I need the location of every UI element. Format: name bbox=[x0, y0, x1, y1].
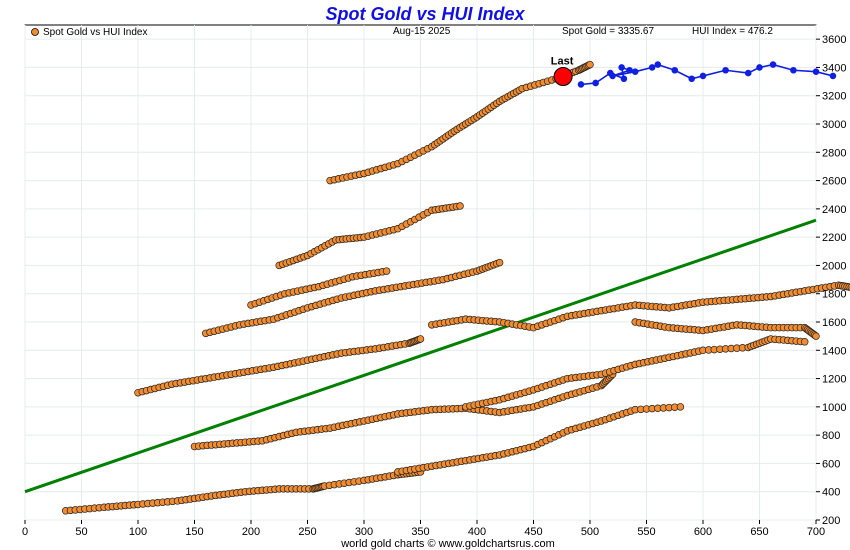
x-tick-label: 550 bbox=[637, 526, 655, 538]
spot-gold-readout: Spot Gold = 3335.67 bbox=[562, 26, 654, 37]
y-tick-label: 600 bbox=[822, 458, 840, 470]
y-tick-label: 2800 bbox=[822, 147, 846, 159]
recent-point bbox=[812, 68, 820, 75]
y-tick-label: 2200 bbox=[822, 232, 846, 244]
recent-point bbox=[769, 61, 777, 68]
x-tick-label: 250 bbox=[298, 526, 316, 538]
history-point bbox=[586, 60, 594, 69]
history-series bbox=[61, 60, 850, 515]
y-tick-label: 2400 bbox=[822, 204, 846, 216]
grid-lines bbox=[24, 25, 817, 521]
recent-point bbox=[626, 66, 633, 74]
recent-point bbox=[577, 81, 585, 88]
x-tick-label: 400 bbox=[468, 526, 486, 538]
recent-point bbox=[756, 64, 763, 71]
trend-line-path bbox=[24, 218, 817, 494]
history-point bbox=[495, 258, 504, 267]
recent-point bbox=[722, 66, 729, 74]
x-tick-label: 150 bbox=[185, 526, 203, 538]
legend-marker bbox=[31, 28, 39, 36]
x-tick-label: 100 bbox=[129, 526, 147, 538]
y-tick-label: 3200 bbox=[822, 91, 846, 103]
recent-point bbox=[631, 68, 639, 75]
history-point bbox=[676, 403, 685, 411]
x-tick-label: 300 bbox=[355, 526, 373, 538]
history-point bbox=[847, 283, 850, 291]
y-tick-label: 1800 bbox=[822, 289, 846, 301]
legend-label: Spot Gold vs HUI Index bbox=[43, 27, 148, 38]
y-tick-label: 3000 bbox=[822, 119, 846, 131]
recent-point bbox=[620, 75, 628, 83]
recent-point bbox=[699, 72, 707, 80]
recent-point bbox=[618, 64, 625, 71]
history-point bbox=[800, 338, 809, 346]
x-tick-label: 600 bbox=[694, 526, 712, 538]
y-tick-label: 2000 bbox=[822, 260, 846, 272]
trend-line bbox=[24, 218, 817, 494]
y-axis: 200 400 600 800 1000 1200 1400 1600 1800 2000 2200… bbox=[816, 34, 846, 527]
x-axis: 0 50 100 150 200 250 300 350 400 450 500 550 600 650 7… bbox=[22, 520, 825, 538]
x-tick-label: 500 bbox=[581, 526, 599, 538]
y-tick-label: 1600 bbox=[822, 317, 846, 329]
history-point bbox=[416, 335, 425, 343]
recent-point bbox=[671, 66, 679, 74]
y-tick-label: 200 bbox=[822, 515, 840, 527]
history-point bbox=[382, 267, 391, 275]
recent-point bbox=[654, 61, 662, 68]
recent-point bbox=[829, 72, 837, 80]
recent-series bbox=[577, 61, 837, 88]
y-tick-label: 800 bbox=[822, 430, 840, 442]
x-tick-label: 450 bbox=[524, 526, 542, 538]
last-point-marker bbox=[553, 67, 573, 87]
legend: Spot Gold vs HUI Index bbox=[31, 27, 148, 38]
y-tick-label: 3400 bbox=[822, 62, 846, 74]
y-tick-label: 400 bbox=[822, 487, 840, 499]
y-tick-label: 1400 bbox=[822, 345, 846, 357]
recent-point bbox=[609, 72, 616, 80]
history-point bbox=[456, 202, 464, 210]
x-tick-label: 0 bbox=[22, 526, 28, 538]
x-tick-label: 200 bbox=[242, 526, 260, 538]
recent-point bbox=[688, 75, 696, 83]
recent-point bbox=[744, 69, 752, 77]
hui-readout: HUI Index = 476.2 bbox=[692, 26, 773, 37]
x-tick-label: 700 bbox=[807, 526, 825, 538]
recent-point bbox=[790, 66, 797, 74]
x-tick-label: 650 bbox=[750, 526, 768, 538]
footer-credit: world gold charts © www.goldchartsrus.co… bbox=[340, 538, 555, 550]
y-tick-label: 2600 bbox=[822, 176, 846, 188]
date-readout: Aug-15 2025 bbox=[393, 26, 451, 37]
last-label: Last bbox=[551, 56, 574, 68]
chart-title: Spot Gold vs HUI Index bbox=[325, 4, 525, 24]
x-tick-label: 350 bbox=[411, 526, 429, 538]
y-tick-label: 3600 bbox=[822, 34, 846, 46]
y-tick-label: 1000 bbox=[822, 402, 846, 414]
recent-point bbox=[592, 79, 599, 87]
y-tick-label: 1200 bbox=[822, 374, 846, 386]
x-tick-label: 50 bbox=[75, 526, 87, 538]
history-point bbox=[812, 332, 820, 340]
last-point-group: Last bbox=[551, 56, 574, 87]
recent-point bbox=[648, 64, 656, 71]
